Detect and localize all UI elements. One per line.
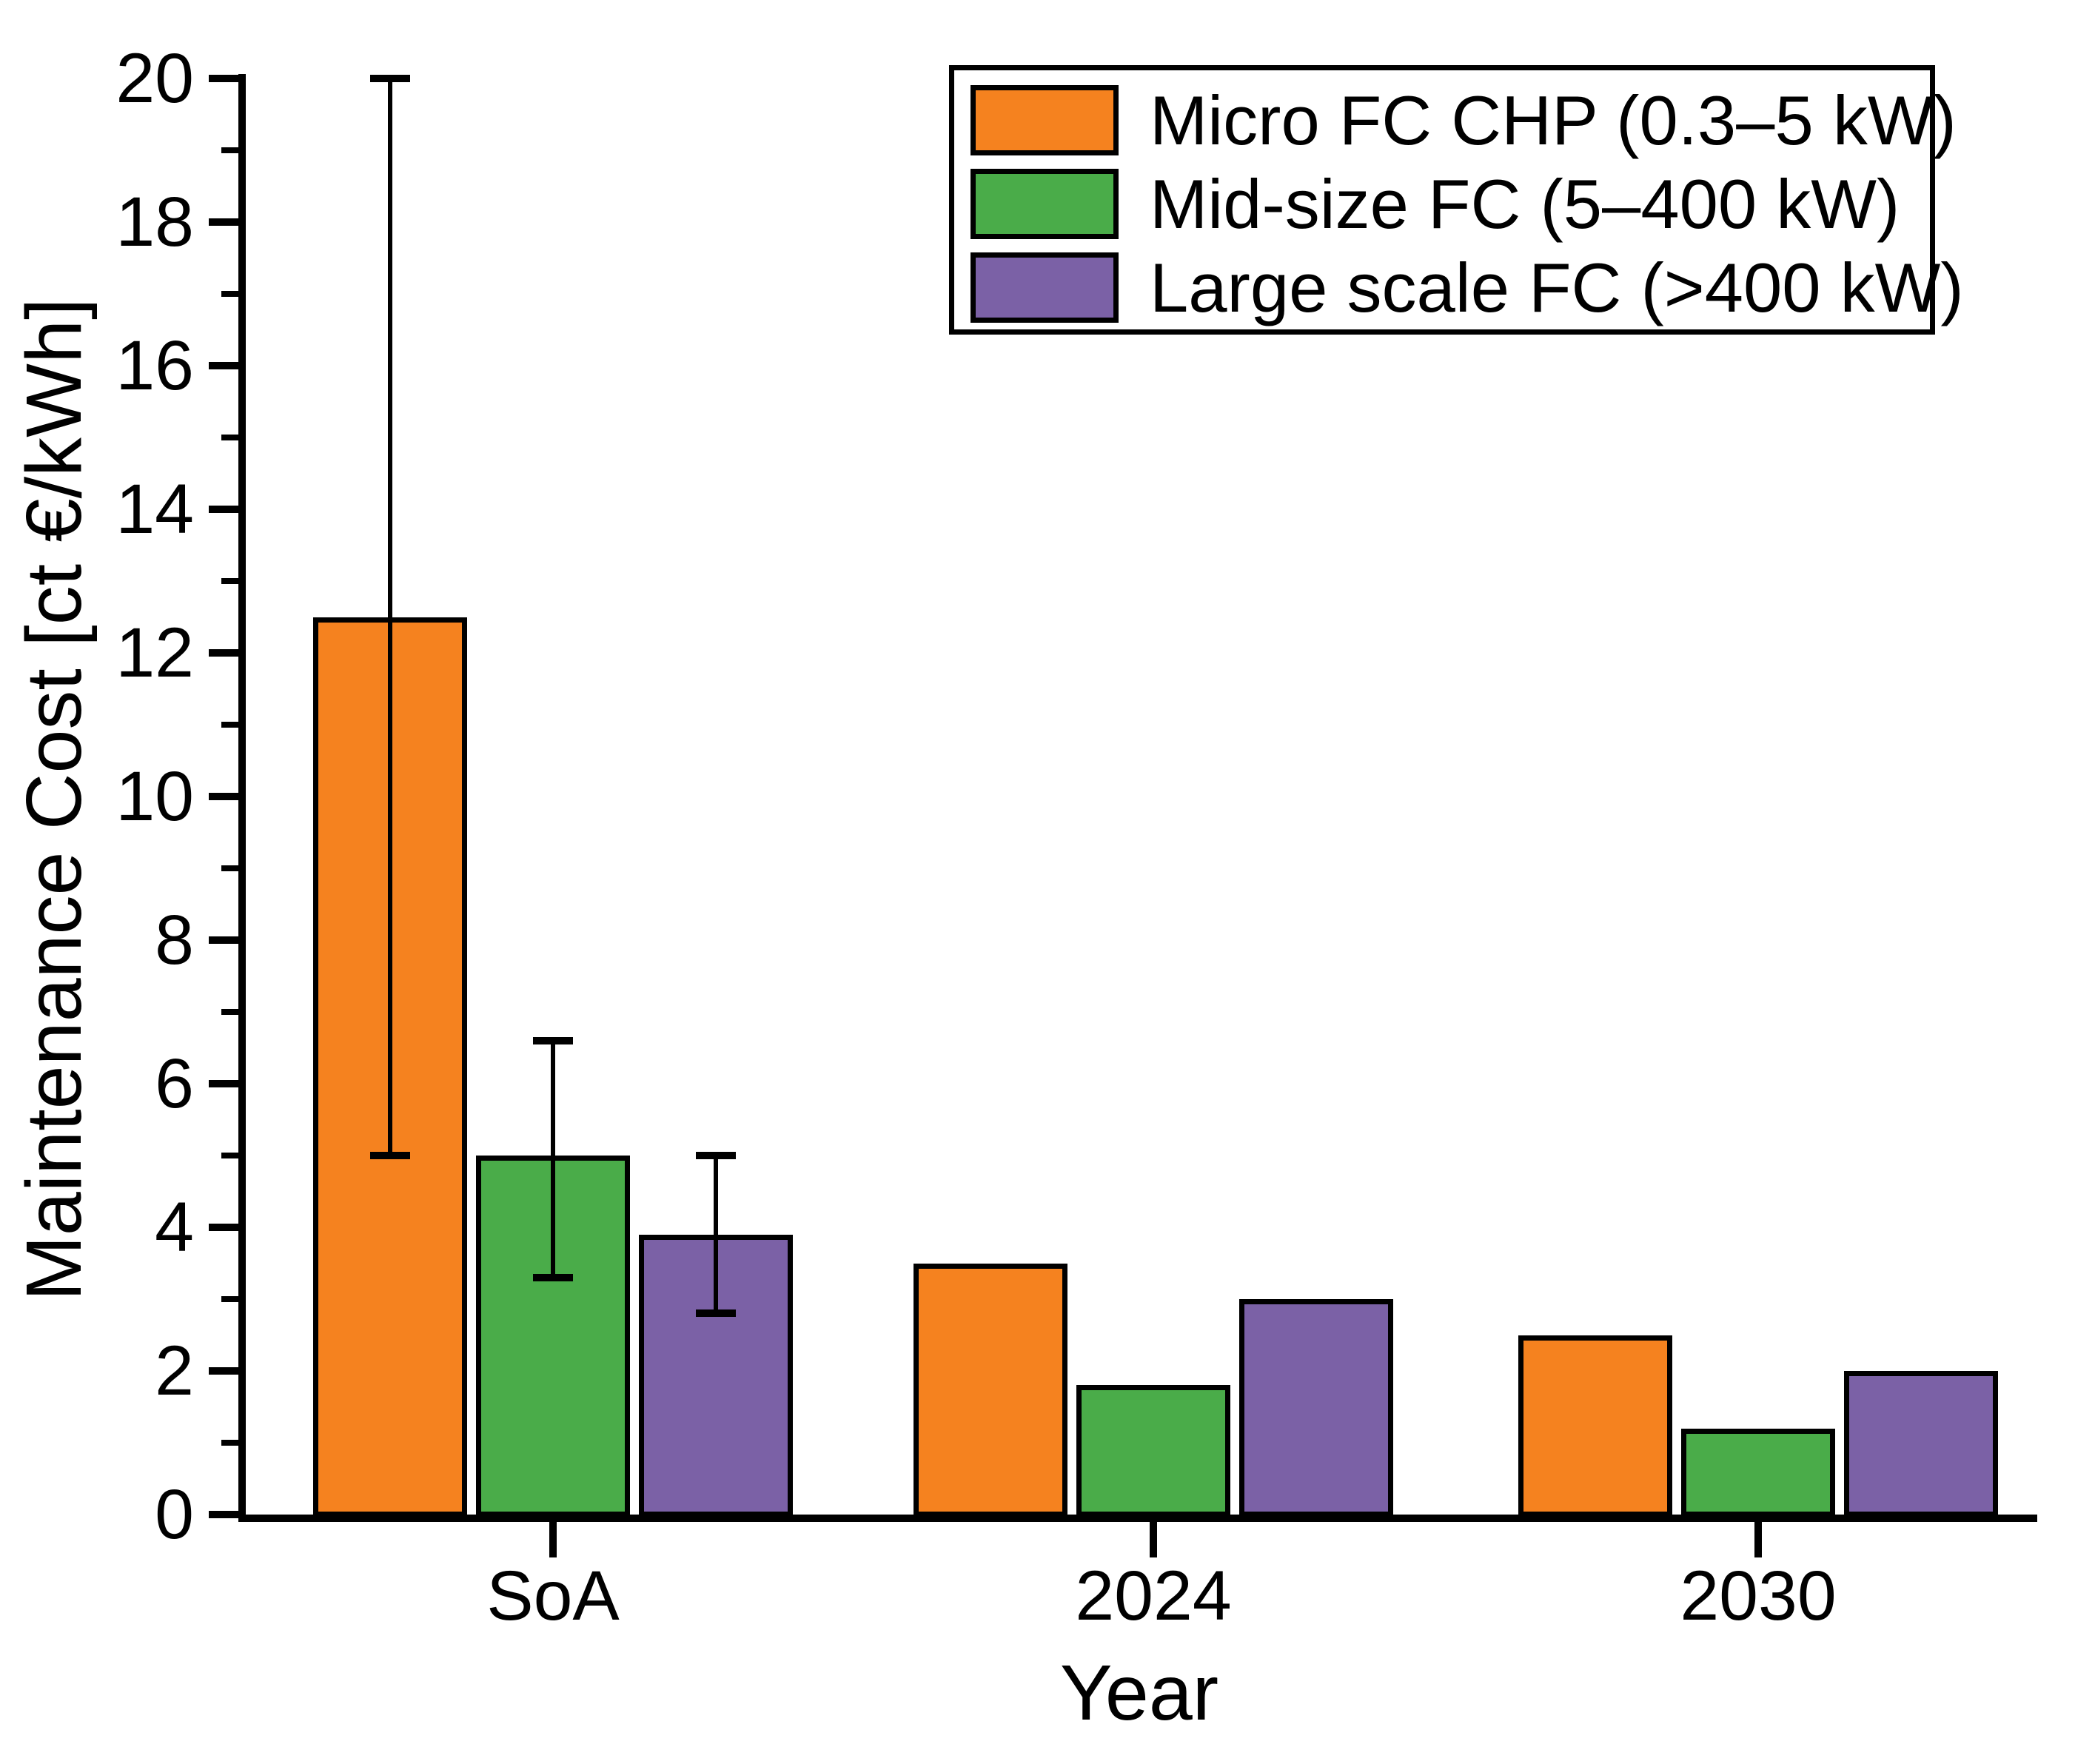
error-bar-soa-mid-size-fc-5-400-kw-line (551, 1040, 555, 1278)
y-axis-line (238, 74, 246, 1522)
y-tick-label-14: 14 (115, 470, 194, 549)
legend-label-large-scale-fc-400-kw: Large scale FC (>400 kW) (1150, 248, 1964, 326)
bar-soa-mid-size-fc-5-400-kw (476, 1156, 630, 1517)
y-tick-label-18: 18 (115, 183, 194, 261)
legend-item-large-scale-fc-400-kw: Large scale FC (>400 kW) (971, 252, 1964, 323)
x-axis-label: Year (1059, 1649, 1219, 1737)
y-minor-tick-1 (221, 1440, 242, 1446)
bar-2024-micro-fc-chp-0-3-5-kw (914, 1263, 1067, 1517)
y-tick-label-8: 8 (155, 901, 194, 979)
legend-item-mid-size-fc-5-400-kw: Mid-size FC (5–400 kW) (971, 164, 1930, 243)
error-bar-soa-large-scale-fc-400-kw-line (714, 1156, 718, 1314)
x-tick-2024 (1150, 1522, 1157, 1557)
y-tick-label-20: 20 (115, 39, 194, 118)
y-tick-label-16: 16 (115, 326, 194, 405)
bar-2030-mid-size-fc-5-400-kw (1681, 1428, 1835, 1517)
legend-swatch-micro-fc-chp-0-3-5-kw (971, 85, 1119, 155)
legend-rows: Micro FC CHP (0.3–5 kW) Mid-size FC (5–40… (971, 84, 1964, 323)
y-major-tick-4 (209, 1224, 242, 1231)
y-tick-label-12: 12 (115, 614, 194, 692)
y-major-tick-8 (209, 936, 242, 944)
bar-2024-large-scale-fc-400-kw (1239, 1299, 1393, 1517)
x-tick-label-soa: SoA (486, 1557, 620, 1635)
legend-label-micro-fc-chp-0-3-5-kw: Micro FC CHP (0.3–5 kW) (1150, 81, 1957, 159)
y-tick-label-10: 10 (115, 757, 194, 836)
y-minor-tick-15 (221, 435, 242, 440)
y-major-tick-14 (209, 506, 242, 513)
y-minor-tick-7 (221, 1009, 242, 1015)
y-minor-tick-9 (221, 865, 242, 871)
error-bar-soa-micro-fc-chp-0-3-5-kw-line (388, 78, 392, 1156)
legend: Micro FC CHP (0.3–5 kW) Mid-size FC (5–40… (949, 65, 1964, 335)
legend-swatch-large-scale-fc-400-kw (971, 252, 1119, 323)
error-bar-soa-micro-fc-chp-0-3-5-kw-cap-high (370, 75, 410, 82)
x-tick-soa (549, 1522, 557, 1557)
y-minor-tick-3 (221, 1296, 242, 1302)
bar-2030-large-scale-fc-400-kw (1844, 1371, 1998, 1517)
y-tick-label-4: 4 (155, 1188, 194, 1267)
y-minor-tick-19 (221, 147, 242, 153)
error-bar-soa-mid-size-fc-5-400-kw-cap-low (533, 1273, 573, 1281)
y-tick-label-0: 0 (155, 1475, 194, 1554)
y-major-tick-16 (209, 362, 242, 369)
y-major-tick-10 (209, 793, 242, 800)
y-minor-tick-13 (221, 578, 242, 584)
y-major-tick-6 (209, 1080, 242, 1087)
y-major-tick-18 (209, 218, 242, 226)
x-tick-label-2030: 2030 (1680, 1557, 1837, 1635)
y-minor-tick-11 (221, 722, 242, 728)
legend-label-mid-size-fc-5-400-kw: Mid-size FC (5–400 kW) (1150, 164, 1900, 243)
y-major-tick-12 (209, 649, 242, 657)
y-major-tick-0 (209, 1511, 242, 1518)
y-tick-label-2: 2 (155, 1332, 194, 1410)
bar-2024-mid-size-fc-5-400-kw (1076, 1385, 1230, 1517)
error-bar-soa-mid-size-fc-5-400-kw-cap-high (533, 1036, 573, 1044)
bar-2030-micro-fc-chp-0-3-5-kw (1518, 1335, 1672, 1517)
legend-swatch-mid-size-fc-5-400-kw (971, 169, 1119, 239)
x-axis-line (238, 1515, 2037, 1522)
y-minor-tick-5 (221, 1153, 242, 1158)
y-tick-label-6: 6 (155, 1044, 194, 1123)
y-major-tick-20 (209, 75, 242, 82)
x-tick-label-2024: 2024 (1075, 1557, 1232, 1635)
x-tick-2030 (1754, 1522, 1762, 1557)
error-bar-soa-large-scale-fc-400-kw-cap-low (696, 1309, 736, 1318)
error-bar-soa-large-scale-fc-400-kw-cap-high (696, 1152, 736, 1159)
error-bar-soa-micro-fc-chp-0-3-5-kw-cap-low (370, 1152, 410, 1159)
legend-item-micro-fc-chp-0-3-5-kw: Micro FC CHP (0.3–5 kW) (971, 84, 1957, 155)
y-minor-tick-17 (221, 291, 242, 297)
y-major-tick-2 (209, 1367, 242, 1375)
